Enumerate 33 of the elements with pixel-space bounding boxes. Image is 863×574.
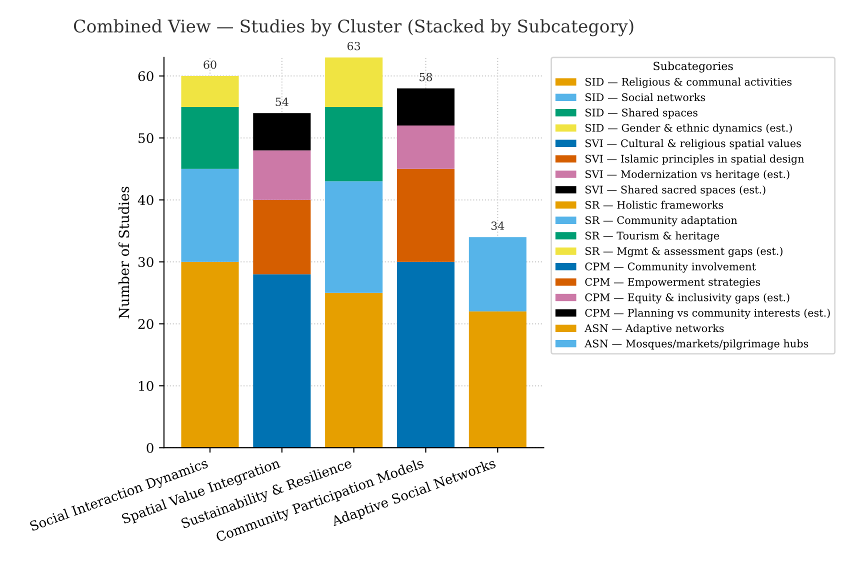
legend-label: SVI — Shared sacred spaces (est.) <box>585 185 766 196</box>
legend-label: SID — Religious & communal activities <box>585 78 792 88</box>
legend-label: SR — Mgmt & assessment gaps (est.) <box>585 246 782 258</box>
legend-label: CPM — Planning vs community interests (est.) <box>585 308 830 319</box>
legend-label: CPM — Community involvement <box>585 262 756 273</box>
total-label: 34 <box>491 222 504 230</box>
legend-label: SR — Tourism & heritage <box>585 231 720 242</box>
y-tick-label: 10 <box>139 380 154 391</box>
legend-label: SID — Shared spaces <box>585 108 698 118</box>
legend-label: SID — Social networks <box>585 93 706 102</box>
y-tick-label: 0 <box>146 442 154 453</box>
total-label: 60 <box>204 60 216 69</box>
legend-label: CPM — Equity & inclusivity gaps (est.) <box>585 293 790 304</box>
legend-label: CPM — Empowerment strategies <box>585 278 760 288</box>
legend-label: SID — Gender & ethnic dynamics (est.) <box>585 124 792 134</box>
total-label: 63 <box>348 42 360 50</box>
y-tick-label: 40 <box>138 195 154 206</box>
legend-label: SR — Holistic frameworks <box>585 200 724 209</box>
y-axis-title: Number of Studies <box>118 186 130 318</box>
y-tick-label: 30 <box>138 257 154 268</box>
y-tick-label: 60 <box>138 71 154 82</box>
legend-label: SVI — Cultural & religious spatial values <box>585 139 801 150</box>
total-label: 58 <box>420 72 432 82</box>
legend-label: SR — Community adaptation <box>585 216 738 226</box>
legend-label: SVI — Modernization vs heritage (est.) <box>585 170 790 180</box>
legend-label: ASN — Mosques/markets/pilgrimage hubs <box>584 339 808 350</box>
legend-title: Subcategories <box>654 62 733 72</box>
legend-label: ASN — Adaptive networks <box>584 324 724 334</box>
y-tick-label: 50 <box>138 133 154 144</box>
chart-title: Combined View — Studies by Cluster (Stacked by Subcategory) <box>74 19 634 36</box>
legend-label: SVI — Islamic principles in spatial design <box>585 154 804 165</box>
total-label: 54 <box>276 98 288 106</box>
y-tick-label: 20 <box>138 319 154 330</box>
